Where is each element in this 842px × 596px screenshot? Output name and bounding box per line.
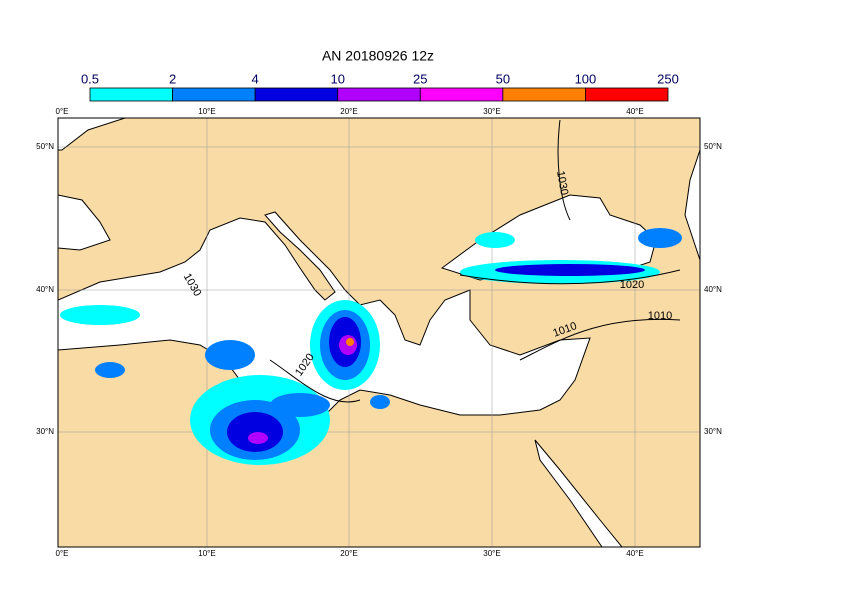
right-tick-label: 50°N (704, 142, 722, 151)
isobar-label: 1020 (620, 279, 644, 291)
map-frame (57, 117, 701, 548)
colorbar-segment (337, 87, 421, 102)
bottom-tick-label: 40°E (626, 549, 643, 558)
isobar (459, 269, 681, 285)
colorbar-segment (89, 87, 173, 102)
left-tick-label: 50°N (36, 142, 54, 151)
colorbar-label: 2 (169, 71, 176, 86)
right-tick-label: 40°N (704, 285, 722, 294)
colorbar-label: 0.5 (81, 71, 99, 86)
bottom-tick-label: 30°E (483, 549, 500, 558)
top-tick-label: 30°E (483, 107, 500, 116)
isobar (557, 119, 571, 221)
isobar (519, 318, 681, 361)
biscay (58, 194, 111, 251)
colorbar-segment (172, 87, 256, 102)
right-tick-label: 30°N (704, 427, 722, 436)
caspian (684, 149, 700, 261)
colorbar-label: 100 (575, 71, 597, 86)
colorbar-segment (419, 87, 504, 102)
left-tick-label: 40°N (36, 285, 54, 294)
bottom-tick-label: 20°E (340, 549, 357, 558)
colorbar-segment (502, 87, 586, 102)
isobars (269, 119, 681, 403)
axis-labels: 0°E 0°E 10°E 10°E 20°E 20°E 30°E 30°E 40°E 40°E 50… (36, 107, 722, 558)
red-sea (534, 439, 623, 547)
bottom-tick-label: 0°E (56, 549, 69, 558)
colorbar: 0.5 2 4 10 25 50 100 250 (81, 71, 679, 102)
colorbar-label: 25 (413, 71, 427, 86)
colorbar-label: 50 (496, 71, 510, 86)
atlantic (58, 118, 126, 151)
colorbar-segment (254, 87, 339, 102)
top-tick-label: 10°E (198, 107, 215, 116)
isobar-label: 1010 (648, 310, 672, 322)
colorbar-label: 250 (657, 71, 679, 86)
bottom-tick-label: 10°E (198, 549, 215, 558)
isobar (269, 359, 361, 403)
top-tick-label: 20°E (340, 107, 357, 116)
top-tick-label: 0°E (56, 107, 69, 116)
colorbar-label: 4 (252, 71, 259, 86)
colorbar-label: 10 (330, 71, 344, 86)
precipitation (60, 228, 682, 465)
graticule (58, 118, 700, 547)
left-tick-label: 30°N (36, 427, 54, 436)
colorbar-segment (585, 87, 669, 102)
title: AN 20180926 12z (322, 48, 434, 64)
isobar-label: 1030 (554, 170, 570, 196)
top-tick-label: 40°E (626, 107, 643, 116)
